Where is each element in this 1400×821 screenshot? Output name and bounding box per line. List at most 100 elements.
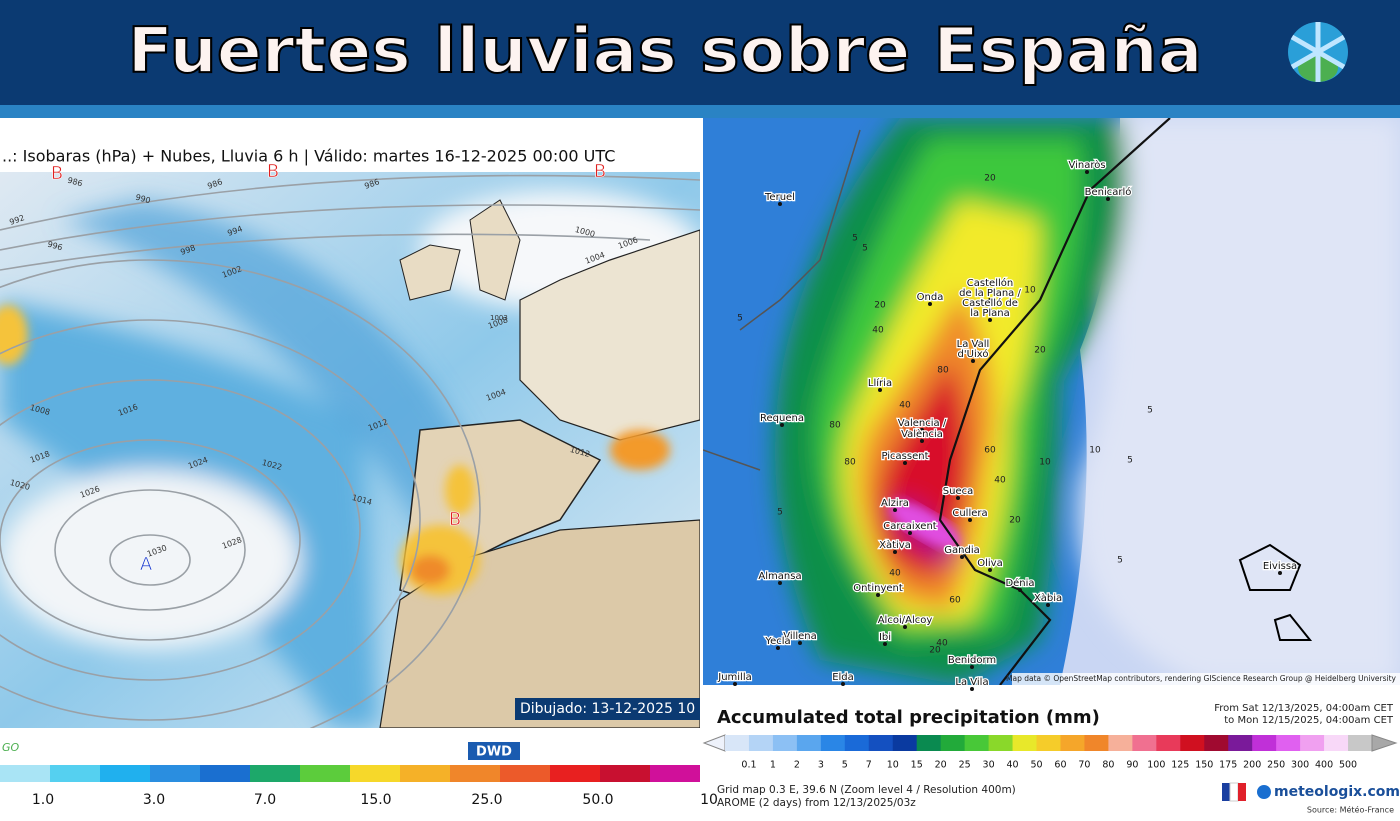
city-dot xyxy=(1278,571,1282,575)
pressure-center: A xyxy=(140,554,153,575)
city-dot xyxy=(968,518,972,522)
contour-label: 40 xyxy=(994,476,1006,486)
left-legend-label: 50.0 xyxy=(582,792,613,808)
model-info: AROME (2 days) from 12/13/2025/03z xyxy=(717,797,916,809)
contour-label: 40 xyxy=(872,326,884,336)
isobar-label: 1003 xyxy=(490,314,508,322)
legend-label: 5 xyxy=(842,760,848,771)
legend-swatch xyxy=(1060,735,1085,751)
legend-label: 10 xyxy=(887,760,899,771)
legend-label: 175 xyxy=(1219,760,1237,771)
legend-label: 60 xyxy=(1054,760,1066,771)
left-legend-swatch xyxy=(400,765,450,782)
legend-swatch xyxy=(748,735,774,751)
contour-label: 60 xyxy=(949,596,961,606)
left-legend-swatch xyxy=(250,765,300,782)
city-dot xyxy=(903,461,907,465)
isobar-label: 996 xyxy=(46,240,63,253)
legend-swatch xyxy=(868,735,894,751)
city-label: Requena xyxy=(760,413,804,424)
left-legend-swatch xyxy=(100,765,150,782)
city-dot xyxy=(970,687,974,691)
city-dot xyxy=(928,302,932,306)
right-map xyxy=(703,118,1400,685)
contour-label: 5 xyxy=(852,234,858,244)
city-label: Xàbia xyxy=(1034,592,1062,604)
legend-swatch xyxy=(844,735,870,751)
left-legend-swatch xyxy=(50,765,100,782)
contour-label: 80 xyxy=(829,421,841,431)
city-label: d'Uixó xyxy=(958,348,989,360)
dwd-text: DWD xyxy=(476,745,512,760)
left-legend-swatch xyxy=(150,765,200,782)
city-dot xyxy=(733,682,737,686)
legend-label: 200 xyxy=(1243,760,1261,771)
city-dot xyxy=(776,646,780,650)
legend-swatch xyxy=(1228,735,1253,751)
city-dot xyxy=(970,665,974,669)
legend-label: 100 xyxy=(1147,760,1165,771)
city-label: Picassent xyxy=(881,451,928,462)
left-legend-swatch xyxy=(550,765,600,782)
city-label: Jumilla xyxy=(717,672,752,683)
city-label: Llíria xyxy=(868,377,892,389)
city-label: La Vila xyxy=(955,677,988,688)
city-label: Eivissa xyxy=(1263,561,1297,572)
legend-swatch xyxy=(940,735,966,751)
contour-label: 40 xyxy=(936,639,948,649)
legend-label: 1 xyxy=(770,760,776,771)
left-legend-label: 7.0 xyxy=(254,792,276,808)
city-dot xyxy=(988,308,992,312)
pressure-center: B xyxy=(594,161,606,182)
contour-label: 40 xyxy=(889,569,901,579)
city-dot xyxy=(988,298,992,302)
city-label: de la Plana / xyxy=(959,288,1021,299)
contour-label: 20 xyxy=(929,646,941,656)
attribution: Map data © OpenStreetMap contributors, r… xyxy=(1006,674,1397,683)
city-label: Teruel xyxy=(764,192,795,203)
contour-label: 60 xyxy=(984,446,996,456)
legend-swatch xyxy=(1084,735,1109,751)
legend-label: 25 xyxy=(959,760,971,771)
contour-label: 40 xyxy=(899,401,911,411)
attribution-bg xyxy=(1012,673,1400,685)
contour-label: 20 xyxy=(984,174,996,184)
legend-swatch xyxy=(820,735,846,751)
pressure-center: B xyxy=(51,163,63,184)
city-dot xyxy=(1046,603,1050,607)
legend-arrow-left xyxy=(702,734,726,752)
left-legend-swatch xyxy=(450,765,500,782)
left-legend-swatch xyxy=(350,765,400,782)
city-label: Castellón xyxy=(967,277,1013,289)
legend-swatch xyxy=(1324,735,1349,751)
left-legend-swatch xyxy=(600,765,650,782)
contour-label: 20 xyxy=(874,301,886,311)
city-dot xyxy=(798,641,802,645)
city-dot xyxy=(920,428,924,432)
city-label: Alzira xyxy=(881,498,909,509)
city-label: Ibi xyxy=(879,632,891,643)
drawn-date: Dibujado: 13-12-2025 10 xyxy=(520,701,695,717)
city-label: Alcoi/Alcoy xyxy=(878,615,933,626)
city-label: La Vall xyxy=(957,339,990,350)
title: Fuertes lluvias sobre España xyxy=(128,14,1203,87)
left-caption: ..: Isobaras (hPa) + Nubes, Lluvia 6 h |… xyxy=(2,147,615,166)
isobar-label: 990 xyxy=(134,193,151,206)
city-label: Dénia xyxy=(1005,577,1034,589)
left-legend-label: 3.0 xyxy=(143,792,165,808)
flag xyxy=(1222,782,1246,802)
contour-label: 20 xyxy=(1009,516,1021,526)
contour-label: 5 xyxy=(862,244,868,254)
city-dot xyxy=(988,568,992,572)
legend-swatch xyxy=(988,735,1014,751)
city-dot xyxy=(960,555,964,559)
left-caption-bg xyxy=(0,118,700,172)
city-dot xyxy=(971,349,975,353)
legend-label: 30 xyxy=(983,760,995,771)
city-label: Yecla xyxy=(764,636,790,647)
legend-label: 20 xyxy=(935,760,947,771)
city-dot xyxy=(841,682,845,686)
legend-swatch xyxy=(725,735,750,751)
city-dot xyxy=(1085,170,1089,174)
